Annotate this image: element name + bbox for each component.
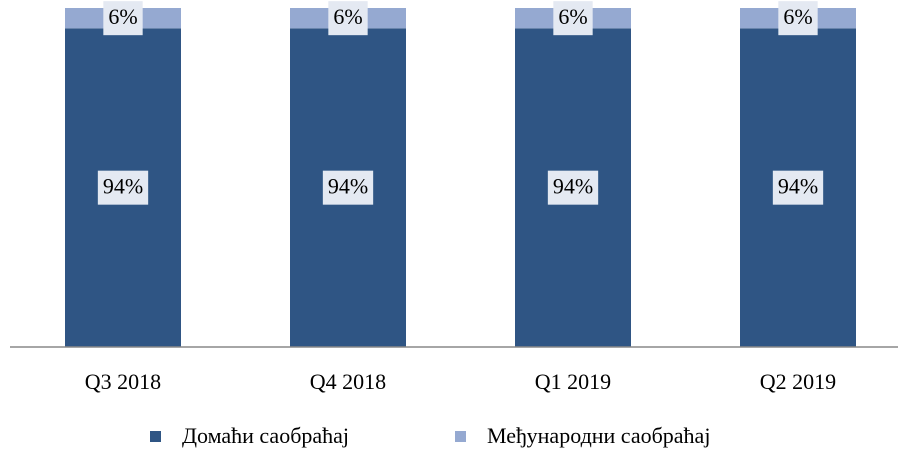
- x-tick-label: Q1 2019: [535, 369, 611, 394]
- data-label-box: [328, 1, 368, 36]
- data-label: 6%: [333, 4, 362, 29]
- data-label-box: [772, 170, 824, 205]
- x-tick-label: Q2 2019: [760, 369, 836, 394]
- data-label-box: [97, 170, 149, 205]
- legend-label: Међународни саобраћај: [487, 423, 710, 448]
- data-label-box: [103, 1, 143, 36]
- data-label: 6%: [783, 4, 812, 29]
- data-label-box: [547, 170, 599, 205]
- data-label: 94%: [103, 174, 143, 199]
- data-label-box: [322, 170, 374, 205]
- data-label: 94%: [778, 174, 818, 199]
- data-label: 94%: [328, 174, 368, 199]
- legend-swatch: [150, 431, 161, 442]
- x-tick-label: Q3 2018: [85, 369, 161, 394]
- legend-label: Домаћи саобраћај: [182, 423, 349, 448]
- data-label: 94%: [553, 174, 593, 199]
- data-label: 6%: [558, 4, 587, 29]
- data-label-box: [778, 1, 818, 36]
- data-label: 6%: [108, 4, 137, 29]
- legend-swatch: [455, 431, 466, 442]
- data-label-box: [553, 1, 593, 36]
- x-tick-label: Q4 2018: [310, 369, 386, 394]
